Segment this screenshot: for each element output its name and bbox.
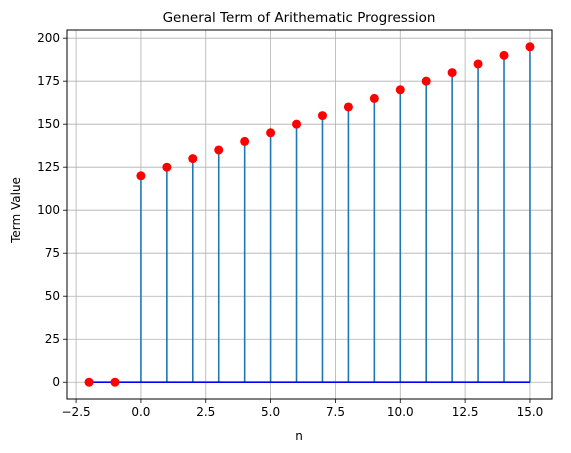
- x-tick-label: 0.0: [131, 405, 150, 419]
- data-point: [447, 68, 457, 78]
- data-point: [343, 102, 353, 112]
- data-point: [162, 162, 172, 172]
- x-tick-label: 7.5: [326, 405, 345, 419]
- data-point: [473, 59, 483, 69]
- x-tick-label: −2.5: [62, 405, 91, 419]
- markers: [84, 42, 535, 387]
- grid: [67, 30, 552, 399]
- data-point: [292, 119, 302, 129]
- plot-frame: [66, 29, 553, 400]
- data-point: [525, 42, 535, 52]
- data-point: [317, 111, 327, 121]
- y-tick-label: 50: [45, 289, 60, 303]
- x-tick-label: 12.5: [452, 405, 479, 419]
- y-tick-label: 100: [37, 203, 60, 217]
- x-tick-label: 2.5: [196, 405, 215, 419]
- chart-title: General Term of Arithematic Progression: [163, 10, 436, 26]
- data-point: [395, 85, 405, 95]
- y-axis-label: Term Value: [9, 177, 23, 244]
- x-axis-label: n: [295, 429, 303, 443]
- x-tick-label: 5.0: [261, 405, 280, 419]
- y-tick-label: 150: [37, 117, 60, 131]
- stem-lines: [140, 46, 531, 383]
- x-axis-ticks: −2.5 0.0 2.5 5.0 7.5 10.0 12.5 15.0: [62, 399, 544, 419]
- y-tick-label: 0: [52, 375, 60, 389]
- y-tick-label: 125: [37, 160, 60, 174]
- data-point: [84, 377, 94, 387]
- y-tick-label: 175: [37, 74, 60, 88]
- data-point: [240, 136, 250, 146]
- data-point: [421, 76, 431, 86]
- y-tick-label: 75: [45, 246, 60, 260]
- y-axis-ticks: 0 25 50 75 100 125 150 175 200: [37, 31, 67, 389]
- data-point: [499, 50, 509, 60]
- data-point: [136, 171, 146, 181]
- x-tick-label: 10.0: [387, 405, 414, 419]
- data-point: [214, 145, 224, 155]
- data-point: [266, 128, 276, 138]
- x-tick-label: 15.0: [517, 405, 544, 419]
- data-point: [188, 154, 198, 164]
- y-tick-label: 25: [45, 332, 60, 346]
- data-point: [110, 377, 120, 387]
- data-point: [369, 93, 379, 103]
- y-tick-label: 200: [37, 31, 60, 45]
